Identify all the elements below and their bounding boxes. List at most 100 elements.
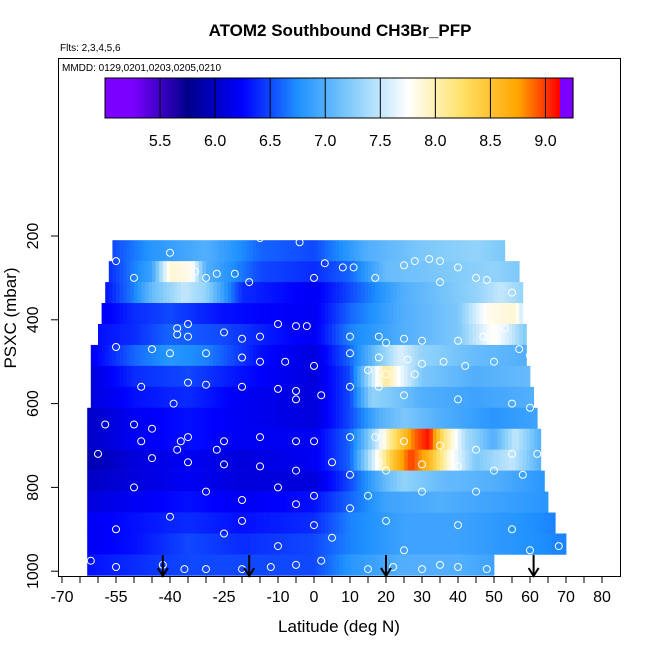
heatmap-cell	[378, 240, 383, 262]
heatmap-cell	[425, 428, 430, 450]
heatmap-cell	[512, 428, 516, 450]
heatmap-cell	[479, 428, 484, 450]
colorbar-segment	[458, 78, 462, 118]
x-tick-label: -40	[158, 589, 181, 606]
heatmap-cell	[119, 323, 124, 346]
heatmap-cell	[285, 282, 290, 304]
heatmap-cell	[339, 533, 344, 555]
heatmap-cell	[220, 491, 225, 513]
observation-point	[490, 357, 498, 366]
heatmap-cell	[94, 491, 99, 513]
heatmap-cell	[285, 407, 290, 430]
heatmap-cell	[490, 470, 495, 492]
heatmap-cell	[447, 470, 452, 492]
heatmap-cell	[155, 449, 160, 471]
observation-point	[454, 263, 462, 272]
heatmap-cell	[515, 449, 520, 471]
colorbar-segment	[214, 78, 218, 118]
heatmap-cell	[227, 554, 232, 576]
heatmap-cell	[371, 303, 376, 325]
heatmap-cell	[458, 512, 462, 534]
heatmap-cell	[90, 470, 95, 492]
heatmap-cell	[414, 512, 419, 534]
heatmap-cell	[519, 533, 524, 555]
colorbar-segment	[245, 78, 249, 118]
x-tick-label: 20	[377, 589, 395, 606]
heatmap-cell	[342, 303, 347, 325]
heatmap-cell	[209, 512, 214, 534]
heatmap-cell	[144, 365, 149, 388]
heatmap-cell	[328, 491, 333, 513]
heatmap-cell	[332, 512, 336, 534]
heatmap-cell	[512, 386, 516, 409]
heatmap-cell	[497, 365, 502, 388]
observation-point	[508, 288, 516, 297]
heatmap-cell	[177, 344, 182, 367]
heatmap-cell	[436, 323, 441, 346]
heatmap-cell	[216, 303, 221, 325]
heatmap-cell	[350, 303, 354, 325]
heatmap-cell	[519, 323, 524, 346]
heatmap-cell	[202, 344, 207, 367]
heatmap-cell	[450, 261, 455, 283]
heatmap-cell	[454, 365, 459, 388]
colorbar-segment	[492, 78, 496, 118]
heatmap-cell	[234, 240, 239, 262]
heatmap-cell	[486, 261, 491, 283]
heatmap-cell	[216, 365, 221, 388]
heatmap-cell	[393, 407, 398, 430]
heatmap-cell	[130, 386, 135, 409]
heatmap-cell	[216, 470, 221, 492]
heatmap-cell	[501, 449, 506, 471]
heatmap-cell	[479, 261, 484, 283]
heatmap-cell	[497, 407, 502, 430]
heatmap-cell	[173, 323, 178, 346]
heatmap-cell	[407, 407, 412, 430]
heatmap-cell	[314, 323, 318, 346]
heatmap-cell	[407, 428, 412, 450]
heatmap-cell	[195, 344, 200, 367]
heatmap-cell	[299, 491, 304, 513]
heatmap-cell	[184, 323, 189, 346]
colorbar-segment	[118, 78, 122, 118]
heatmap-cell	[195, 554, 200, 576]
heatmap-cell	[213, 533, 218, 555]
heatmap-cell	[173, 407, 178, 430]
colorbar-segment	[216, 78, 220, 118]
heatmap-cell	[224, 449, 228, 471]
heatmap-cell	[411, 323, 416, 346]
heatmap-cell	[407, 240, 412, 262]
heatmap-cell	[213, 491, 218, 513]
heatmap-cell	[238, 240, 243, 262]
heatmap-cell	[375, 554, 380, 576]
heatmap-cell	[238, 386, 243, 409]
colorbar-segment	[419, 78, 423, 118]
colorbar-segment	[500, 78, 504, 118]
heatmap-cell	[267, 407, 272, 430]
heatmap-cell	[126, 512, 131, 534]
heatmap-cell	[180, 470, 185, 492]
heatmap-cell	[332, 282, 336, 304]
heatmap-cell	[288, 554, 293, 576]
heatmap-cell	[530, 428, 534, 450]
heatmap-cell	[184, 386, 189, 409]
heatmap-cell	[533, 407, 538, 430]
colorbar-segment	[253, 78, 257, 118]
colorbar-segment	[552, 78, 556, 118]
heatmap-cell	[191, 512, 196, 534]
heatmap-cell	[422, 491, 426, 513]
observation-point	[202, 273, 210, 282]
heatmap-cell	[134, 282, 138, 304]
heatmap-cell	[141, 261, 146, 283]
heatmap-cell	[278, 554, 282, 576]
heatmap-cell	[512, 512, 516, 534]
colorbar-segment	[336, 78, 340, 118]
heatmap-cell	[418, 428, 423, 450]
colorbar-segment	[521, 78, 525, 118]
heatmap-cell	[170, 365, 174, 388]
colorbar-segment	[346, 78, 350, 118]
heatmap-cell	[191, 240, 196, 262]
heatmap-cell	[537, 470, 542, 492]
observation-point	[130, 483, 138, 492]
colorbar-segment	[437, 78, 441, 118]
